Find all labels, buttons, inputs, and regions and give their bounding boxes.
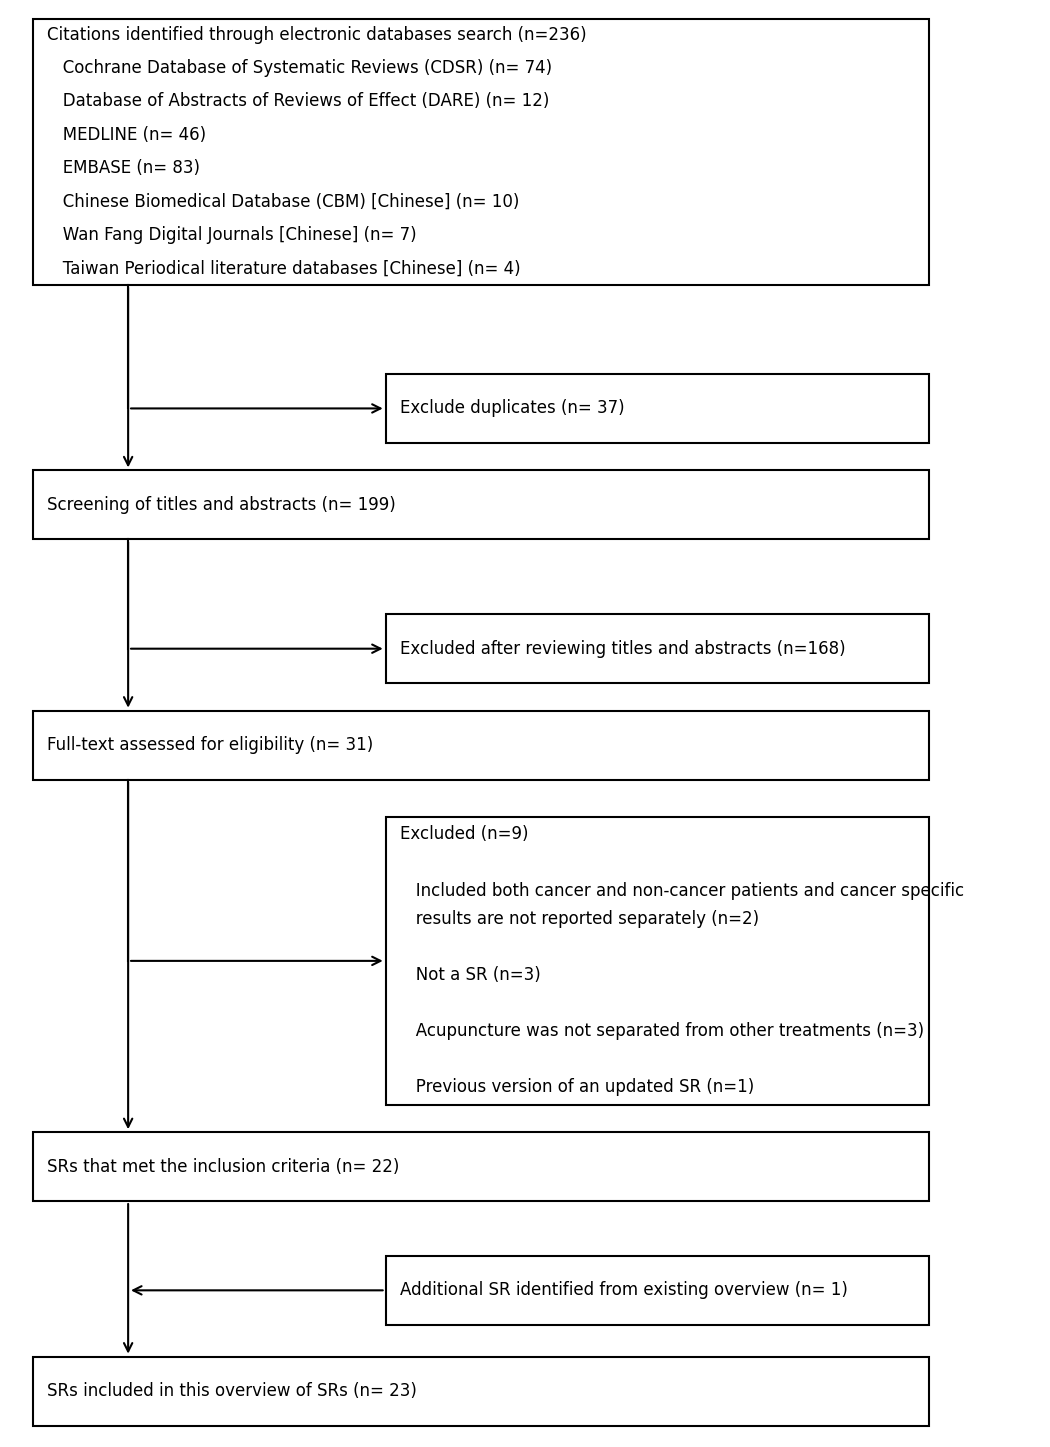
- Text: Chinese Biomedical Database (CBM) [Chinese] (n= 10): Chinese Biomedical Database (CBM) [Chine…: [47, 192, 520, 211]
- Text: Wan Fang Digital Journals [Chinese] (n= 7): Wan Fang Digital Journals [Chinese] (n= …: [47, 226, 417, 245]
- Text: Full-text assessed for eligibility (n= 31): Full-text assessed for eligibility (n= 3…: [47, 737, 374, 754]
- Text: Exclude duplicates (n= 37): Exclude duplicates (n= 37): [400, 399, 625, 417]
- FancyBboxPatch shape: [385, 373, 929, 443]
- FancyBboxPatch shape: [33, 19, 929, 285]
- Text: results are not reported separately (n=2): results are not reported separately (n=2…: [400, 910, 759, 928]
- Text: Citations identified through electronic databases search (n=236): Citations identified through electronic …: [47, 26, 587, 43]
- FancyBboxPatch shape: [33, 1132, 929, 1201]
- Text: EMBASE (n= 83): EMBASE (n= 83): [47, 159, 201, 178]
- FancyBboxPatch shape: [385, 1256, 929, 1325]
- Text: Excluded (n=9): Excluded (n=9): [400, 825, 528, 844]
- Text: Included both cancer and non-cancer patients and cancer specific: Included both cancer and non-cancer pati…: [400, 881, 964, 900]
- Text: Screening of titles and abstracts (n= 199): Screening of titles and abstracts (n= 19…: [47, 496, 396, 514]
- FancyBboxPatch shape: [33, 1356, 929, 1425]
- Text: Additional SR identified from existing overview (n= 1): Additional SR identified from existing o…: [400, 1282, 847, 1299]
- FancyBboxPatch shape: [385, 614, 929, 683]
- Text: SRs included in this overview of SRs (n= 23): SRs included in this overview of SRs (n=…: [47, 1382, 417, 1401]
- Text: MEDLINE (n= 46): MEDLINE (n= 46): [47, 126, 206, 143]
- Text: Database of Abstracts of Reviews of Effect (DARE) (n= 12): Database of Abstracts of Reviews of Effe…: [47, 93, 549, 110]
- Text: Taiwan Periodical literature databases [Chinese] (n= 4): Taiwan Periodical literature databases […: [47, 260, 521, 278]
- FancyBboxPatch shape: [33, 710, 929, 780]
- Text: Acupuncture was not separated from other treatments (n=3): Acupuncture was not separated from other…: [400, 1022, 924, 1040]
- Text: Previous version of an updated SR (n=1): Previous version of an updated SR (n=1): [400, 1078, 754, 1097]
- Text: SRs that met the inclusion criteria (n= 22): SRs that met the inclusion criteria (n= …: [47, 1158, 399, 1175]
- FancyBboxPatch shape: [33, 470, 929, 540]
- Text: Excluded after reviewing titles and abstracts (n=168): Excluded after reviewing titles and abst…: [400, 640, 845, 658]
- Text: Not a SR (n=3): Not a SR (n=3): [400, 967, 541, 984]
- Text: Cochrane Database of Systematic Reviews (CDSR) (n= 74): Cochrane Database of Systematic Reviews …: [47, 59, 552, 77]
- FancyBboxPatch shape: [385, 818, 929, 1104]
